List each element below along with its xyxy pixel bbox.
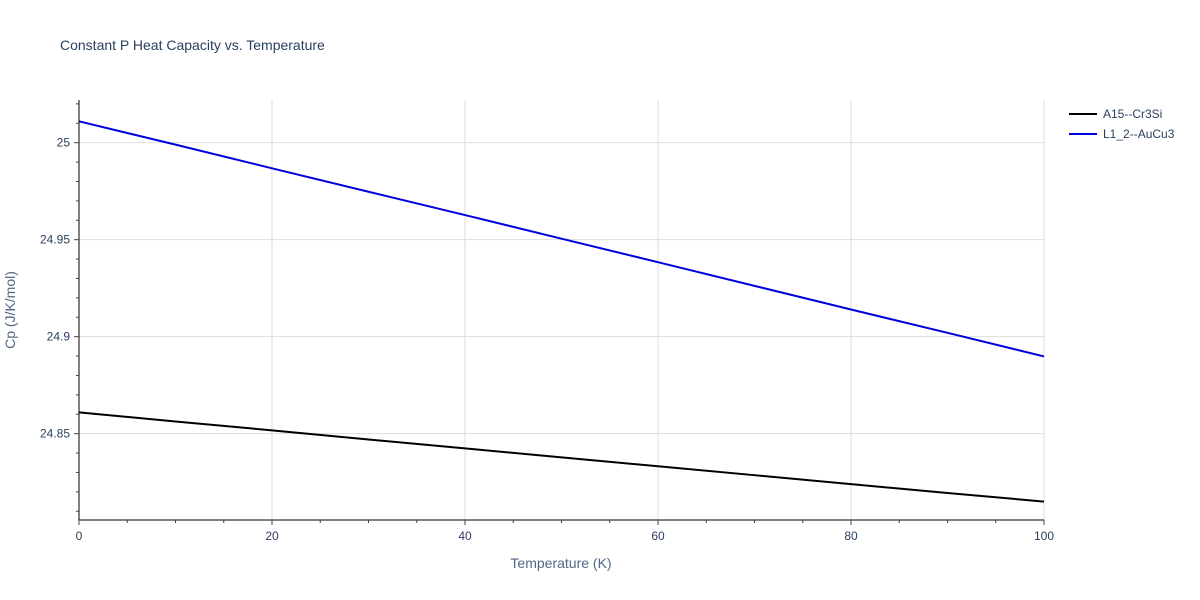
legend-item-1[interactable]: L1_2--AuCu3 bbox=[1069, 127, 1175, 141]
series-layer bbox=[78, 120, 1045, 503]
legend-item-0[interactable]: A15--Cr3Si bbox=[1069, 107, 1162, 121]
axes-layer: 0 20 40 60 80 100 24.85 24.9 24.95 25 bbox=[40, 100, 1054, 543]
grid-layer bbox=[79, 100, 1045, 520]
chart-title: Constant P Heat Capacity vs. Temperature bbox=[60, 37, 325, 53]
legend[interactable]: A15--Cr3Si L1_2--AuCu3 bbox=[1069, 107, 1175, 141]
x-tick-label: 0 bbox=[76, 529, 83, 543]
legend-label: A15--Cr3Si bbox=[1103, 107, 1162, 121]
legend-label: L1_2--AuCu3 bbox=[1103, 127, 1175, 141]
x-tick-label: 20 bbox=[265, 529, 279, 543]
x-tick-label: 40 bbox=[458, 529, 472, 543]
y-tick-label: 24.95 bbox=[40, 233, 70, 247]
x-tick-label: 60 bbox=[651, 529, 665, 543]
series-line-1[interactable] bbox=[78, 120, 1045, 358]
y-tick-label: 25 bbox=[57, 136, 71, 150]
y-tick-label: 24.85 bbox=[40, 427, 70, 441]
series-line-0[interactable] bbox=[78, 411, 1045, 503]
x-tick-label: 80 bbox=[844, 529, 858, 543]
x-tick-label: 100 bbox=[1034, 529, 1054, 543]
y-axis-title: Cp (J/K/mol) bbox=[2, 271, 18, 349]
y-tick-label: 24.9 bbox=[47, 330, 71, 344]
x-axis-title: Temperature (K) bbox=[510, 555, 611, 571]
